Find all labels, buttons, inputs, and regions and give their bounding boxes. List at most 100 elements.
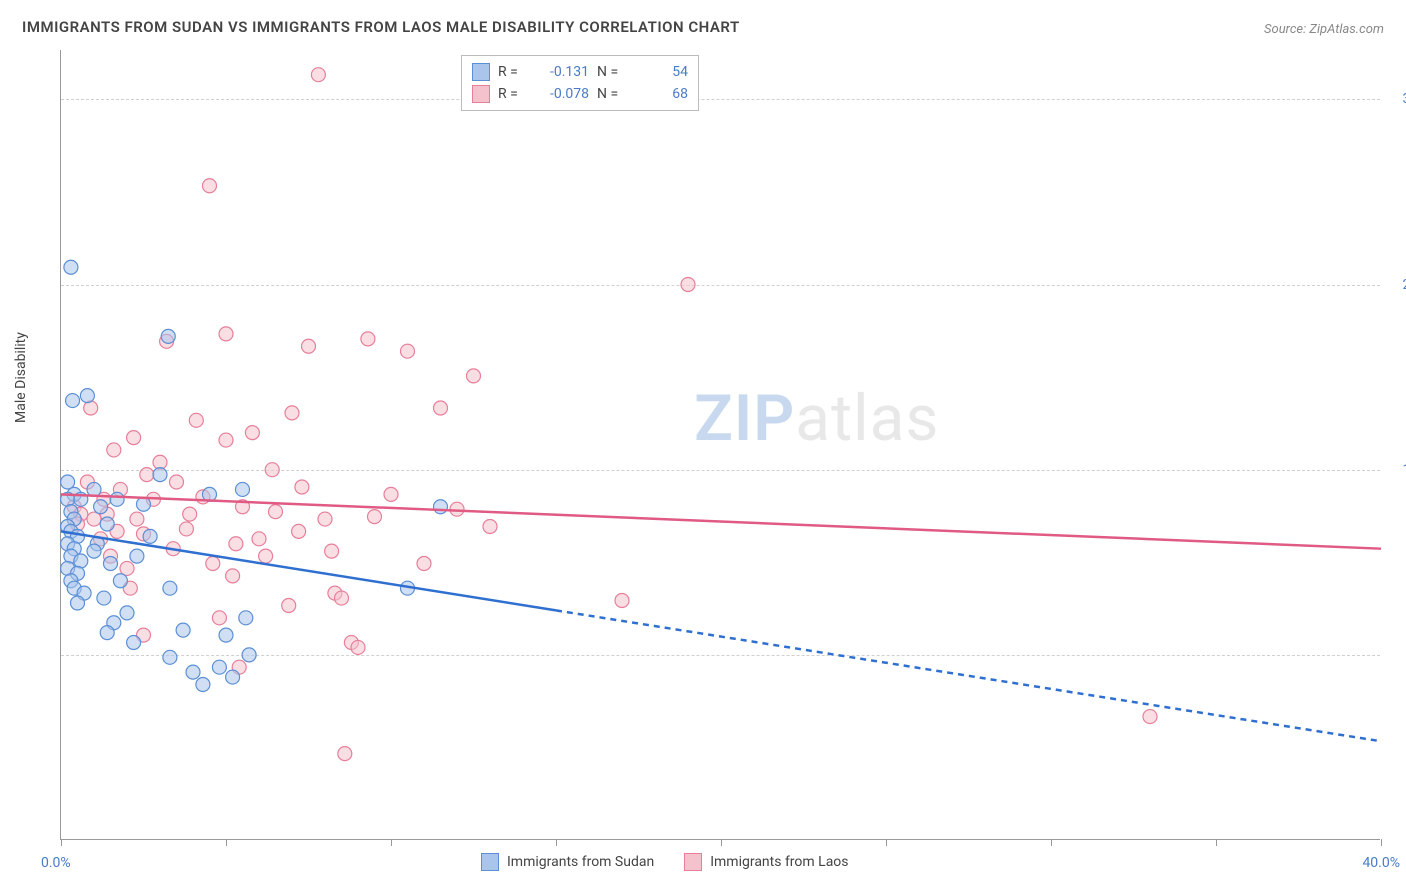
- scatter-point: [186, 665, 200, 679]
- scatter-point: [66, 394, 80, 408]
- n-value-2: 68: [633, 86, 688, 102]
- scatter-point: [71, 596, 85, 610]
- scatter-point: [226, 569, 240, 583]
- scatter-point: [107, 443, 121, 457]
- y-tick-label: 15.0%: [1385, 462, 1406, 478]
- scatter-point: [1143, 710, 1157, 724]
- scatter-point: [325, 544, 339, 558]
- x-tick: [226, 839, 227, 846]
- scatter-point: [84, 401, 98, 415]
- scatter-point: [368, 510, 382, 524]
- scatter-point: [384, 487, 398, 501]
- scatter-point: [434, 401, 448, 415]
- x-axis-min-label: 0.0%: [41, 855, 71, 871]
- legend-series-box: Immigrants from Sudan Immigrants from La…: [481, 853, 849, 871]
- x-tick: [1381, 839, 1382, 846]
- y-tick-label: 22.5%: [1385, 277, 1406, 293]
- x-tick: [61, 839, 62, 846]
- scatter-point: [120, 561, 134, 575]
- legend-series-2-label: Immigrants from Laos: [710, 854, 848, 870]
- x-tick: [1216, 839, 1217, 846]
- scatter-point: [212, 660, 226, 674]
- y-tick-label: 7.5%: [1385, 647, 1406, 663]
- scatter-point: [318, 512, 332, 526]
- legend-stats-box: R = -0.131 N = 54 R = -0.078 N = 68: [461, 55, 699, 111]
- scatter-point: [239, 611, 253, 625]
- r-label-2: R =: [498, 86, 526, 102]
- legend-series-1-label: Immigrants from Sudan: [507, 854, 654, 870]
- scatter-point: [681, 278, 695, 292]
- scatter-point: [97, 591, 111, 605]
- scatter-point: [74, 554, 88, 568]
- scatter-point: [282, 598, 296, 612]
- scatter-point: [226, 670, 240, 684]
- scatter-point: [137, 497, 151, 511]
- n-label-2: N =: [597, 86, 625, 102]
- scatter-point: [285, 406, 299, 420]
- scatter-point: [100, 517, 114, 531]
- y-axis-label: Male Disability: [13, 332, 29, 423]
- scatter-point: [265, 463, 279, 477]
- trend-line: [61, 531, 556, 610]
- scatter-point: [163, 650, 177, 664]
- scatter-point: [80, 389, 94, 403]
- scatter-point: [87, 544, 101, 558]
- scatter-point: [127, 431, 141, 445]
- scatter-point: [206, 557, 220, 571]
- scatter-point: [153, 468, 167, 482]
- scatter-point: [94, 500, 108, 514]
- scatter-point: [302, 339, 316, 353]
- scatter-point: [163, 581, 177, 595]
- scatter-point: [189, 413, 203, 427]
- r-value-1: -0.131: [534, 64, 589, 80]
- source-attribution: Source: ZipAtlas.com: [1264, 22, 1384, 37]
- r-value-2: -0.078: [534, 86, 589, 102]
- legend-swatch-series1: [472, 63, 490, 81]
- scatter-point: [335, 591, 349, 605]
- x-tick: [1051, 839, 1052, 846]
- scatter-point: [87, 512, 101, 526]
- x-tick: [721, 839, 722, 846]
- y-tick-label: 30.0%: [1385, 91, 1406, 107]
- scatter-point: [311, 68, 325, 82]
- scatter-point: [229, 537, 243, 551]
- scatter-point: [127, 636, 141, 650]
- scatter-point: [170, 475, 184, 489]
- scatter-point: [417, 557, 431, 571]
- legend-bottom-swatch-1: [481, 853, 499, 871]
- scatter-point: [615, 594, 629, 608]
- scatter-point: [483, 519, 497, 533]
- x-tick: [886, 839, 887, 846]
- legend-series-1: Immigrants from Sudan: [481, 853, 654, 871]
- scatter-point: [100, 626, 114, 640]
- x-tick: [556, 839, 557, 846]
- scatter-point: [242, 648, 256, 662]
- scatter-point: [236, 482, 250, 496]
- scatter-point: [434, 500, 448, 514]
- scatter-point: [183, 507, 197, 521]
- scatter-point: [130, 512, 144, 526]
- n-label-1: N =: [597, 64, 625, 80]
- scatter-point: [64, 260, 78, 274]
- scatter-plot-svg: [61, 50, 1380, 839]
- legend-swatch-series2: [472, 85, 490, 103]
- scatter-point: [219, 433, 233, 447]
- scatter-point: [110, 492, 124, 506]
- scatter-point: [161, 329, 175, 343]
- scatter-point: [104, 557, 118, 571]
- scatter-point: [292, 524, 306, 538]
- scatter-point: [61, 475, 75, 489]
- scatter-point: [295, 480, 309, 494]
- scatter-point: [361, 332, 375, 346]
- scatter-point: [212, 611, 226, 625]
- scatter-point: [143, 529, 157, 543]
- scatter-point: [351, 640, 365, 654]
- scatter-point: [219, 327, 233, 341]
- scatter-point: [130, 549, 144, 563]
- scatter-point: [120, 606, 134, 620]
- scatter-point: [467, 369, 481, 383]
- scatter-point: [269, 505, 283, 519]
- scatter-point: [203, 179, 217, 193]
- scatter-point: [259, 549, 273, 563]
- legend-bottom-swatch-2: [684, 853, 702, 871]
